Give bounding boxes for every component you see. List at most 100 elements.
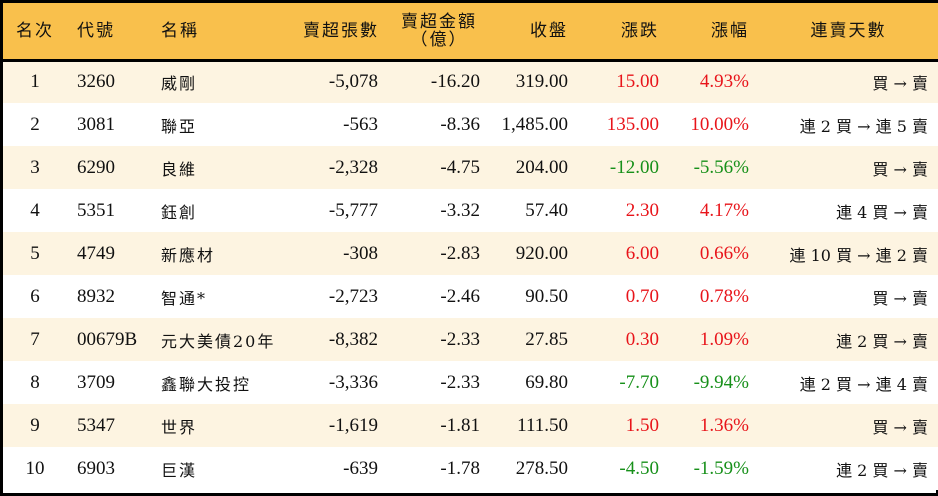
stock-name-cell: 良維 — [161, 159, 198, 179]
close-price-cell: 69.80 — [525, 371, 568, 393]
close-price-cell: 57.40 — [525, 199, 568, 221]
stock-code-cell: 8932 — [77, 285, 115, 307]
sell-streak-cell: 買 → 賣 — [872, 288, 928, 308]
table-row[interactable]: 9 5347 世界 -1,619 -1.81 111.50 1.50 1.36% 買 → 賣 — [3, 404, 938, 447]
sell-streak-cell: 連 4 買 → 賣 — [836, 202, 928, 222]
net-sell-amount-cell: -4.75 — [440, 156, 480, 178]
sell-streak-cell: 買 → 賣 — [872, 417, 928, 437]
header-net-sell-amount[interactable]: 賣超金額 （億） — [388, 3, 490, 62]
net-sell-lots-cell: -5,777 — [328, 199, 378, 221]
net-sell-amount-cell: -2.33 — [440, 371, 480, 393]
close-price-cell: 111.50 — [517, 414, 568, 436]
rank-cell: 3 — [30, 156, 40, 178]
table-row[interactable]: 7 00679B 元大美債20年 -8,382 -2.33 27.85 0.30 1.09% 連… — [3, 318, 938, 361]
net-sell-lots-cell: -2,723 — [328, 285, 378, 307]
change-pct-cell: -1.59% — [693, 457, 749, 479]
close-price-cell: 920.00 — [515, 242, 568, 264]
rank-cell: 1 — [30, 71, 40, 93]
rank-cell: 8 — [30, 371, 40, 393]
header-row: 名次 代號 名稱 賣超張數 賣超金額 （億） 收盤 漲跌 漲幅 連賣天數 — [3, 3, 938, 62]
table-row[interactable]: 10 6903 巨漢 -639 -1.78 278.50 -4.50 -1.59% 連 2 買 … — [3, 447, 938, 490]
net-sell-amount-cell: -16.20 — [430, 71, 480, 93]
header-close[interactable]: 收盤 — [490, 3, 578, 62]
close-price-cell: 278.50 — [515, 457, 568, 479]
net-sell-amount-cell: -2.46 — [440, 285, 480, 307]
header-change-pct[interactable]: 漲幅 — [669, 3, 759, 62]
stock-code-cell: 3709 — [77, 371, 115, 393]
price-change-cell: -7.70 — [619, 371, 659, 393]
stock-code-cell: 5347 — [77, 414, 115, 436]
sell-streak-cell: 買 → 賣 — [872, 159, 928, 179]
table-row[interactable]: 8 3709 鑫聯大投控 -3,336 -2.33 69.80 -7.70 -9.94% 連 2… — [3, 361, 938, 404]
table-header: 名次 代號 名稱 賣超張數 賣超金額 （億） 收盤 漲跌 漲幅 連賣天數 — [3, 3, 938, 62]
rank-cell: 6 — [30, 285, 40, 307]
net-sell-lots-cell: -5,078 — [328, 71, 378, 93]
net-sell-lots-cell: -563 — [343, 113, 378, 135]
close-price-cell: 319.00 — [515, 71, 568, 93]
header-rank[interactable]: 名次 — [3, 3, 67, 62]
close-price-cell: 90.50 — [525, 285, 568, 307]
change-pct-cell: 0.66% — [699, 242, 749, 264]
stock-code-cell: 4749 — [77, 242, 115, 264]
stock-name-cell: 威剛 — [161, 74, 198, 94]
price-change-cell: 0.70 — [625, 285, 659, 307]
rank-cell: 2 — [30, 113, 40, 135]
stock-name-cell: 鈺創 — [161, 202, 198, 222]
stock-code-cell: 5351 — [77, 199, 115, 221]
sell-streak-cell: 連 10 買 → 連 2 賣 — [789, 245, 928, 265]
stock-name-cell: 元大美債20年 — [161, 331, 276, 351]
table-row[interactable]: 6 8932 智通* -2,723 -2.46 90.50 0.70 0.78% 買 → 賣 — [3, 275, 938, 318]
stock-name-cell: 鑫聯大投控 — [161, 374, 252, 394]
change-pct-cell: 4.93% — [699, 71, 749, 93]
header-code[interactable]: 代號 — [67, 3, 151, 62]
price-change-cell: 2.30 — [625, 199, 659, 221]
header-net-sell-lots[interactable]: 賣超張數 — [293, 3, 388, 62]
net-sell-amount-cell: -2.83 — [440, 242, 480, 264]
header-net-sell-amount-line1: 賣超金額 — [401, 11, 477, 32]
close-price-cell: 27.85 — [525, 328, 568, 350]
net-sell-amount-cell: -1.81 — [440, 414, 480, 436]
close-price-cell: 1,485.00 — [501, 113, 569, 135]
stock-name-cell: 新應材 — [161, 245, 216, 265]
stock-name-cell: 巨漢 — [161, 460, 198, 480]
change-pct-cell: -5.56% — [693, 156, 749, 178]
table-row[interactable]: 3 6290 良維 -2,328 -4.75 204.00 -12.00 -5.56% 買 → … — [3, 146, 938, 189]
rank-cell: 5 — [30, 242, 40, 264]
rank-cell: 4 — [30, 199, 40, 221]
stock-code-cell: 00679B — [77, 328, 138, 350]
net-sell-amount-cell: -2.33 — [440, 328, 480, 350]
sell-streak-cell: 買 → 賣 — [872, 74, 928, 94]
close-price-cell: 204.00 — [515, 156, 568, 178]
rank-cell: 10 — [25, 457, 45, 479]
table-row[interactable]: 2 3081 聯亞 -563 -8.36 1,485.00 135.00 10.00% 連 2 … — [3, 103, 938, 146]
price-change-cell: 6.00 — [625, 242, 659, 264]
stock-code-cell: 6903 — [77, 457, 115, 479]
table-body: 1 3260 威剛 -5,078 -16.20 319.00 15.00 4.93% 買 → 賣… — [3, 60, 938, 490]
net-sell-ranking-table: 名次 代號 名稱 賣超張數 賣超金額 （億） 收盤 漲跌 漲幅 連賣天數 1 32… — [3, 3, 938, 490]
table-row[interactable]: 4 5351 鈺創 -5,777 -3.32 57.40 2.30 4.17% 連 4 買 → … — [3, 189, 938, 232]
price-change-cell: -12.00 — [609, 156, 659, 178]
stock-code-cell: 6290 — [77, 156, 115, 178]
net-sell-lots-cell: -3,336 — [328, 371, 378, 393]
stock-name-cell: 智通* — [161, 288, 208, 308]
net-sell-amount-cell: -1.78 — [440, 457, 480, 479]
change-pct-cell: 10.00% — [690, 113, 749, 135]
price-change-cell: -4.50 — [619, 457, 659, 479]
header-name[interactable]: 名稱 — [151, 3, 293, 62]
change-pct-cell: 1.09% — [699, 328, 749, 350]
sell-streak-cell: 連 2 買 → 賣 — [836, 460, 928, 480]
stock-code-cell: 3260 — [77, 71, 115, 93]
change-pct-cell: 1.36% — [699, 414, 749, 436]
sell-streak-cell: 連 2 買 → 賣 — [836, 331, 928, 351]
table-row[interactable]: 5 4749 新應材 -308 -2.83 920.00 6.00 0.66% 連 10 買 →… — [3, 232, 938, 275]
sell-streak-cell: 連 2 買 → 連 5 賣 — [799, 116, 928, 136]
net-sell-lots-cell: -1,619 — [328, 414, 378, 436]
header-change[interactable]: 漲跌 — [578, 3, 669, 62]
stock-name-cell: 世界 — [161, 417, 198, 437]
table-row[interactable]: 1 3260 威剛 -5,078 -16.20 319.00 15.00 4.93% 買 → 賣 — [3, 60, 938, 103]
sell-streak-cell: 連 2 買 → 連 4 賣 — [799, 374, 928, 394]
price-change-cell: 0.30 — [625, 328, 659, 350]
price-change-cell: 15.00 — [616, 71, 659, 93]
header-streak[interactable]: 連賣天數 — [759, 3, 938, 62]
